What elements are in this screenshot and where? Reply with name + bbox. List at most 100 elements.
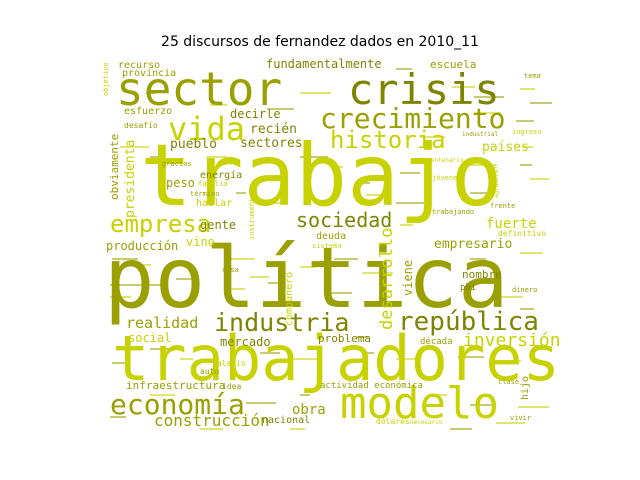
chart-title: 25 discursos de fernandez dados en 2010_…: [161, 34, 479, 50]
cloud-word: producción: [106, 239, 178, 253]
filler-word-mark: [110, 296, 131, 298]
cloud-word: sectores: [240, 136, 303, 151]
filler-word-mark: [246, 402, 276, 404]
filler-word-mark: [260, 352, 280, 354]
filler-word-mark: [494, 296, 523, 298]
cloud-word: vivir: [510, 414, 531, 422]
filler-word-mark: [520, 88, 535, 90]
cloud-word: nombre: [462, 268, 502, 281]
cloud-word: crecimiento: [320, 102, 505, 135]
filler-word-mark: [206, 156, 227, 158]
filler-word-mark: [452, 86, 475, 88]
cloud-word: objetivo: [102, 62, 110, 96]
cloud-word: necesario: [410, 419, 443, 426]
cloud-word: infraestructura: [126, 379, 225, 392]
cloud-word: instrumento: [248, 194, 256, 240]
cloud-word: industrial: [462, 131, 499, 138]
filler-word-mark: [470, 258, 486, 260]
filler-word-mark: [420, 136, 445, 138]
filler-word-mark: [270, 108, 294, 110]
filler-word-mark: [362, 272, 393, 274]
filler-word-mark: [330, 166, 343, 168]
filler-word-mark: [356, 182, 370, 184]
filler-word-mark: [450, 428, 472, 430]
cloud-word: provincia: [122, 68, 176, 79]
filler-word-mark: [266, 202, 283, 204]
cloud-word: economía: [110, 388, 245, 421]
cloud-word: realidad: [126, 314, 198, 332]
cloud-word: desafío: [124, 121, 158, 130]
cloud-word: república: [398, 307, 539, 337]
cloud-word: recurso: [118, 60, 160, 71]
filler-word-mark: [400, 224, 413, 226]
cloud-word: agradecer: [493, 165, 500, 198]
cloud-word: jóvenes: [432, 174, 462, 182]
cloud-word: desarrollo: [377, 228, 397, 330]
filler-word-mark: [210, 104, 227, 106]
cloud-word: compañero: [284, 272, 295, 326]
filler-word-mark: [430, 394, 447, 396]
filler-word-mark: [150, 348, 178, 350]
filler-word-mark: [334, 258, 358, 260]
filler-word-mark: [300, 92, 331, 94]
cloud-word: fuerte: [486, 216, 537, 232]
cloud-word: ingreso: [512, 128, 542, 136]
cloud-word: década: [420, 336, 453, 347]
cloud-word: crisis: [348, 65, 500, 114]
cloud-word: bicentenario: [420, 157, 464, 164]
filler-word-mark: [300, 266, 317, 268]
cloud-word: social: [128, 331, 171, 345]
cloud-word: pbi: [460, 283, 476, 293]
cloud-word: vida: [168, 110, 245, 148]
filler-word-mark: [520, 308, 534, 310]
cloud-word: cosa: [222, 266, 239, 274]
cloud-word: auto: [200, 367, 219, 376]
filler-word-mark: [366, 194, 387, 196]
cloud-word: energía: [200, 169, 242, 181]
filler-word-mark: [400, 172, 420, 174]
filler-word-mark: [250, 276, 269, 278]
filler-word-mark: [470, 164, 497, 166]
cloud-word: peso: [166, 176, 195, 190]
cloud-word: obviamente: [108, 134, 121, 200]
cloud-word: presidenta: [123, 140, 138, 218]
cloud-word: empresa: [110, 210, 211, 238]
cloud-word: decirle: [230, 107, 281, 121]
cloud-word: salario: [212, 359, 246, 368]
cloud-word: viene: [401, 260, 415, 296]
cloud-word: sector: [116, 62, 282, 116]
filler-word-mark: [396, 202, 424, 204]
cloud-word: sistema: [312, 242, 342, 250]
cloud-word: esfuerzo: [124, 106, 172, 117]
cloud-word: política: [104, 229, 509, 327]
cloud-word: problema: [318, 332, 371, 345]
filler-word-mark: [516, 120, 534, 122]
filler-word-mark: [112, 362, 130, 364]
filler-word-mark: [396, 68, 412, 70]
filler-word-mark: [474, 112, 501, 114]
filler-word-mark: [474, 96, 504, 98]
filler-word-mark: [520, 252, 543, 254]
cloud-word: países: [482, 140, 529, 155]
filler-word-mark: [180, 358, 193, 360]
cloud-word: escuela: [430, 58, 476, 71]
cloud-word: recién: [250, 122, 297, 137]
filler-word-mark: [140, 284, 166, 286]
cloud-word: nacional: [262, 415, 310, 426]
cloud-word: actividad económica: [320, 380, 423, 391]
cloud-word: sociedad: [296, 208, 392, 232]
cloud-word: deuda: [316, 231, 346, 242]
cloud-word: gracias: [162, 160, 192, 168]
cloud-word: trabajo: [140, 126, 502, 226]
filler-word-mark: [110, 416, 126, 418]
filler-word-mark: [530, 102, 552, 104]
cloud-word: familia: [198, 180, 228, 188]
cloud-word: construcción: [154, 411, 270, 430]
filler-word-mark: [470, 192, 490, 194]
filler-word-mark: [470, 404, 494, 406]
cloud-word: pueblo: [170, 137, 217, 152]
filler-word-mark: [120, 146, 149, 148]
filler-word-mark: [150, 156, 164, 158]
filler-word-mark: [236, 192, 246, 194]
cloud-word: término: [190, 190, 220, 198]
